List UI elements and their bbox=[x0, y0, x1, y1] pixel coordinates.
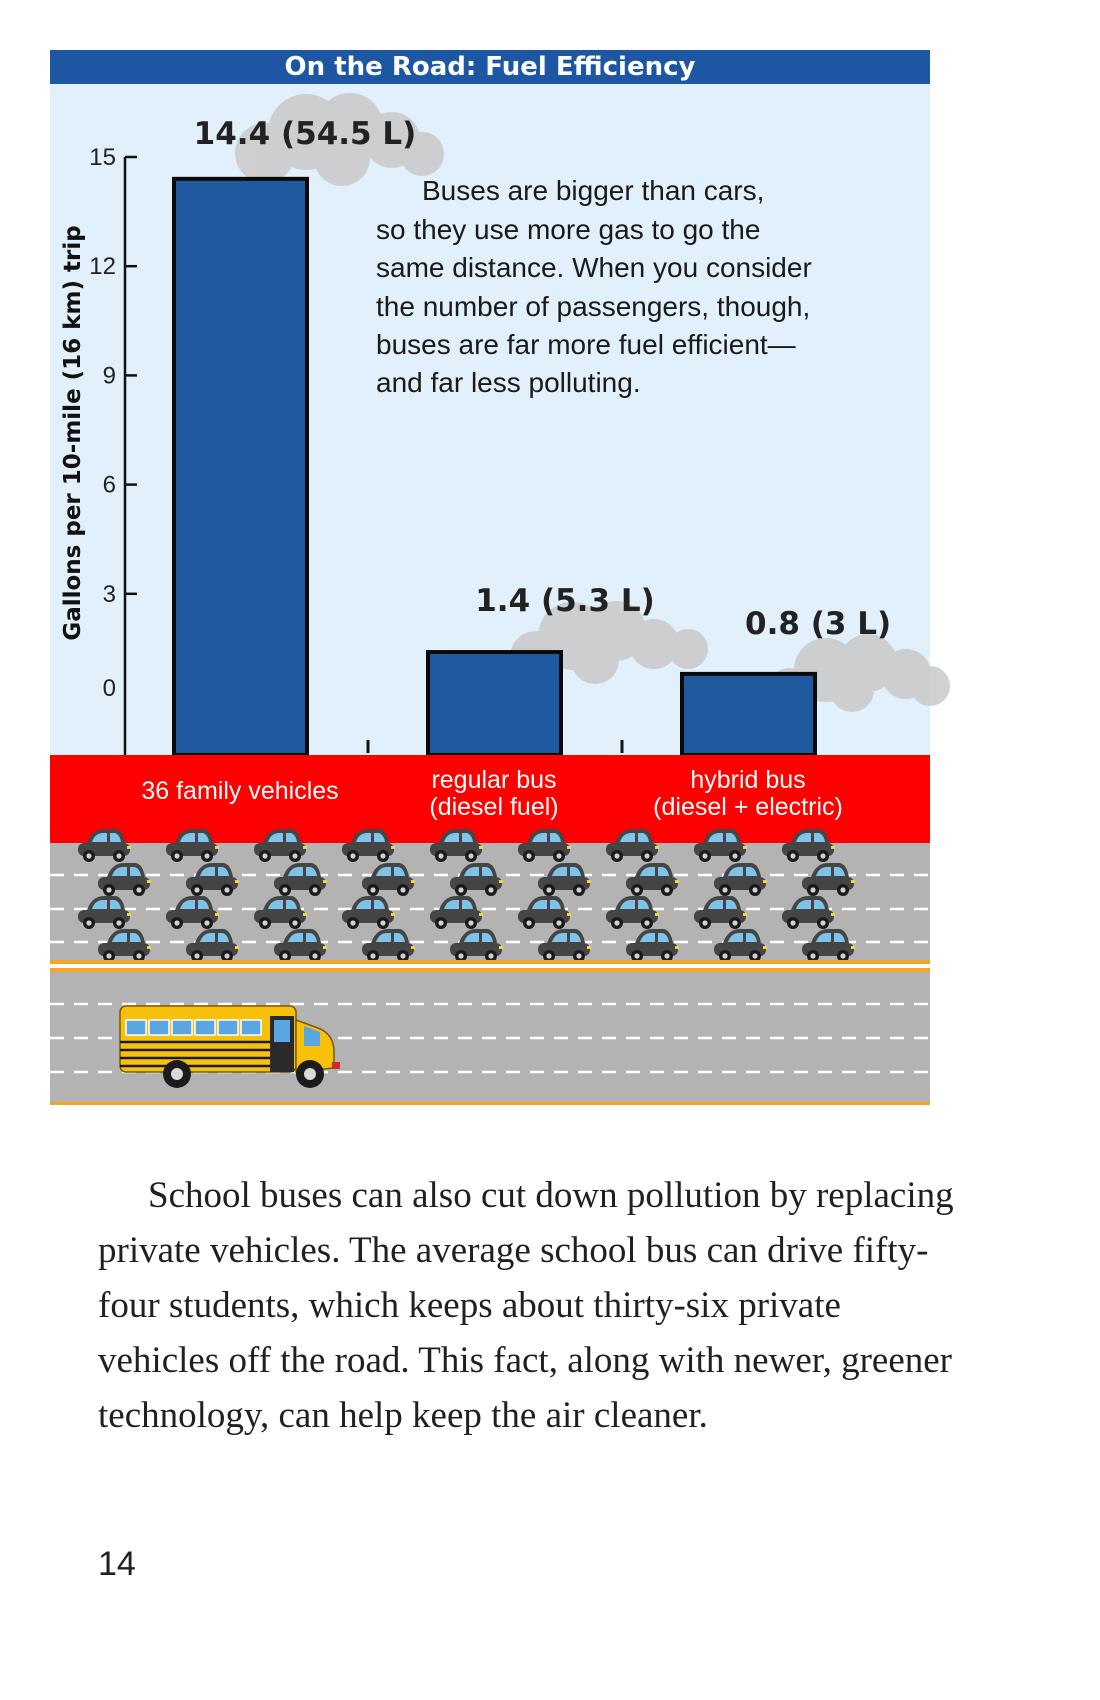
page-number: 14 bbox=[98, 1545, 136, 1583]
bars bbox=[172, 176, 817, 758]
school-bus-icon bbox=[119, 1005, 340, 1088]
bar bbox=[172, 176, 309, 757]
category-label: 36 family vehicles bbox=[141, 777, 338, 805]
road-edge bbox=[50, 968, 930, 972]
bar bbox=[680, 671, 817, 758]
annotation-line: buses are far more fuel efficient— bbox=[376, 329, 796, 360]
road-edge bbox=[50, 1102, 930, 1105]
annotation-line: the number of passengers, though, bbox=[376, 291, 810, 322]
annotation-line: Buses are bigger than cars, bbox=[422, 175, 764, 206]
y-axis-label: Gallons per 10-mile (16 km) trip bbox=[60, 225, 86, 640]
category-label: hybrid bus bbox=[690, 766, 805, 794]
y-tick-label: 15 bbox=[89, 144, 116, 171]
road-edge bbox=[50, 960, 930, 964]
chart-title: On the Road: Fuel Efficiency bbox=[285, 52, 696, 82]
y-tick-label: 3 bbox=[103, 581, 116, 608]
bar-value-label: 1.4 (5.3 L) bbox=[475, 583, 655, 619]
bar bbox=[426, 650, 563, 757]
category-labels: 36 family vehicles regular bus(diesel fue… bbox=[141, 766, 842, 821]
category-label: regular bus bbox=[431, 766, 556, 794]
annotation-line: same distance. When you consider bbox=[376, 252, 812, 283]
bar-value-label: 14.4 (54.5 L) bbox=[194, 116, 417, 152]
y-axis: 0 3 6 9 12 15 bbox=[89, 144, 137, 755]
y-tick-label: 0 bbox=[103, 675, 116, 702]
y-tick-label: 6 bbox=[103, 472, 116, 499]
body-paragraph: School buses can also cut down pollution… bbox=[98, 1175, 954, 1436]
category-label: (diesel fuel) bbox=[429, 793, 558, 821]
value-labels: 14.4 (54.5 L) 1.4 (5.3 L) 0.8 (3 L) bbox=[194, 116, 892, 642]
y-tick-label: 9 bbox=[103, 362, 116, 389]
title-bar bbox=[50, 50, 930, 84]
annotation-line: and far less polluting. bbox=[376, 367, 641, 398]
cloud-1 bbox=[235, 93, 444, 186]
fuel-efficiency-figure: On the Road: Fuel Efficiency 0 3 6 9 12 15 Ga… bbox=[50, 50, 950, 1105]
bar-value-label: 0.8 (3 L) bbox=[745, 606, 891, 642]
category-band bbox=[50, 755, 930, 843]
annotation: Buses are bigger than cars, so they use … bbox=[376, 175, 812, 398]
y-tick-label: 12 bbox=[89, 253, 116, 280]
annotation-line: so they use more gas to go the bbox=[376, 214, 760, 245]
category-label: (diesel + electric) bbox=[653, 793, 843, 821]
